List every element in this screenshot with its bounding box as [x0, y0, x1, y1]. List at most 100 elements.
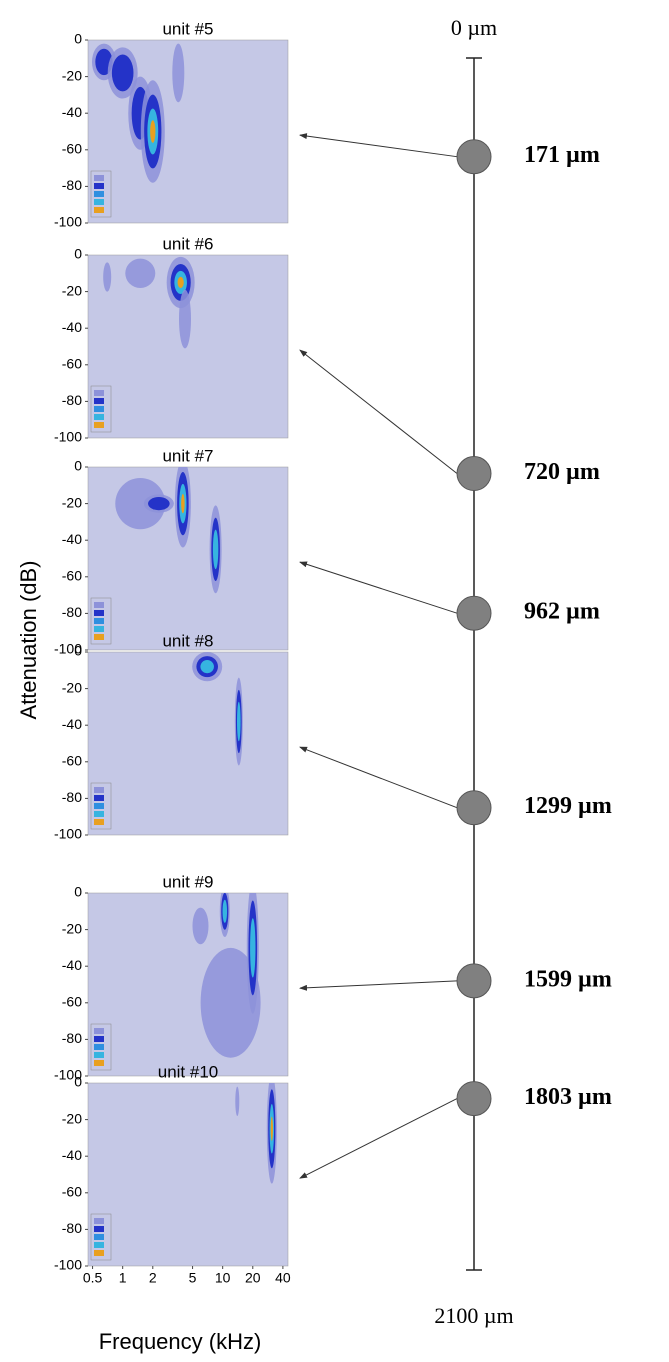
legend-swatch — [94, 1250, 104, 1256]
legend-box — [90, 1213, 112, 1261]
y-tick-label: -20 — [62, 282, 82, 298]
y-tick-label: -100 — [54, 1067, 82, 1083]
intensity-region — [192, 907, 209, 945]
y-tick-label: -60 — [62, 994, 82, 1010]
depth-label: 1599 µm — [524, 966, 612, 992]
legend-swatch — [94, 634, 104, 640]
x-tick-label: 10 — [215, 1270, 231, 1286]
legend-swatch — [94, 414, 104, 420]
depth-label: 962 µm — [524, 599, 600, 625]
y-tick-label: -100 — [54, 1257, 82, 1273]
arrow — [299, 133, 458, 158]
y-tick-label: -20 — [62, 679, 82, 695]
depth-label: 720 µm — [524, 459, 600, 485]
y-tick-label: -80 — [62, 392, 82, 408]
legend-swatch — [94, 207, 104, 213]
depth-marker — [456, 963, 492, 999]
depth-label: 171 µm — [524, 142, 600, 168]
y-tick-label: -80 — [62, 177, 82, 193]
intensity-region — [212, 529, 219, 570]
y-tick-label: -100 — [54, 826, 82, 842]
heatmap — [192, 893, 261, 1058]
legend-box — [90, 170, 112, 218]
y-tick-label: -80 — [62, 1030, 82, 1046]
intensity-region — [148, 497, 170, 511]
heatmap — [192, 652, 243, 766]
intensity-region — [222, 899, 228, 923]
legend-swatch — [94, 1044, 104, 1050]
legend-swatch — [94, 1234, 104, 1240]
panel-title: unit #10 — [158, 1062, 219, 1081]
y-tick-label: -100 — [54, 429, 82, 445]
intensity-region — [200, 660, 214, 674]
legend-swatch — [94, 191, 104, 197]
depth-marker — [456, 456, 492, 492]
intensity-region — [179, 289, 192, 349]
depth-label: 1803 µm — [524, 1084, 612, 1110]
panel-title: unit #9 — [162, 872, 213, 891]
legend-swatch — [94, 183, 104, 189]
y-tick-label: -80 — [62, 789, 82, 805]
depth-tick-label: 0 µm — [451, 15, 497, 40]
intensity-region — [111, 54, 134, 92]
intensity-region — [250, 918, 256, 978]
y-tick-label: -20 — [62, 67, 82, 83]
y-tick-label: -60 — [62, 1184, 82, 1200]
heatmap — [235, 1083, 277, 1184]
y-tick-label: -20 — [62, 494, 82, 510]
y-tick-label: -60 — [62, 141, 82, 157]
y-tick-label: -20 — [62, 1110, 82, 1126]
x-tick-label: 1 — [119, 1270, 127, 1286]
x-axis-label: Frequency (kHz) — [99, 1329, 262, 1354]
legend-swatch — [94, 390, 104, 396]
y-tick-label: 0 — [74, 458, 82, 474]
y-tick-label: -100 — [54, 641, 82, 657]
y-axis-label: Attenuation (dB) — [16, 561, 41, 720]
y-tick-label: -80 — [62, 604, 82, 620]
y-tick-label: -20 — [62, 920, 82, 936]
heatmap — [91, 43, 185, 183]
depth-marker — [456, 1081, 492, 1117]
legend-swatch — [94, 626, 104, 632]
x-tick-label: 0.5 — [83, 1270, 103, 1286]
legend-box — [90, 385, 112, 433]
intensity-region — [103, 262, 112, 292]
legend-box — [90, 782, 112, 830]
legend-swatch — [94, 795, 104, 801]
intensity-region — [177, 276, 184, 289]
y-tick-label: -60 — [62, 356, 82, 372]
legend-swatch — [94, 787, 104, 793]
legend-swatch — [94, 175, 104, 181]
legend-swatch — [94, 610, 104, 616]
y-tick-label: -60 — [62, 753, 82, 769]
y-tick-label: -80 — [62, 1220, 82, 1236]
y-tick-label: -40 — [62, 1147, 82, 1163]
legend-swatch — [94, 803, 104, 809]
y-tick-label: 0 — [74, 1074, 82, 1090]
depth-marker — [456, 790, 492, 826]
legend-swatch — [94, 1036, 104, 1042]
y-tick-label: 0 — [74, 31, 82, 47]
intensity-region — [181, 493, 185, 514]
arrow — [299, 561, 458, 614]
panel-title: unit #5 — [162, 19, 213, 38]
intensity-region — [125, 258, 156, 288]
arrow — [299, 746, 458, 809]
depth-marker — [456, 595, 492, 631]
intensity-region — [115, 477, 166, 530]
plot-background — [87, 651, 289, 836]
x-tick-label: 2 — [149, 1270, 157, 1286]
x-tick-label: 20 — [245, 1270, 261, 1286]
panel-title: unit #7 — [162, 446, 213, 465]
intensity-region — [200, 947, 261, 1058]
legend-box — [90, 1023, 112, 1071]
y-tick-label: 0 — [74, 884, 82, 900]
arrow — [299, 980, 458, 991]
legend-swatch — [94, 1226, 104, 1232]
heatmap — [115, 467, 222, 594]
plot-background — [87, 1082, 289, 1267]
y-tick-label: -40 — [62, 531, 82, 547]
legend-swatch — [94, 406, 104, 412]
panel-title: unit #6 — [162, 234, 213, 253]
intensity-region — [237, 701, 241, 742]
